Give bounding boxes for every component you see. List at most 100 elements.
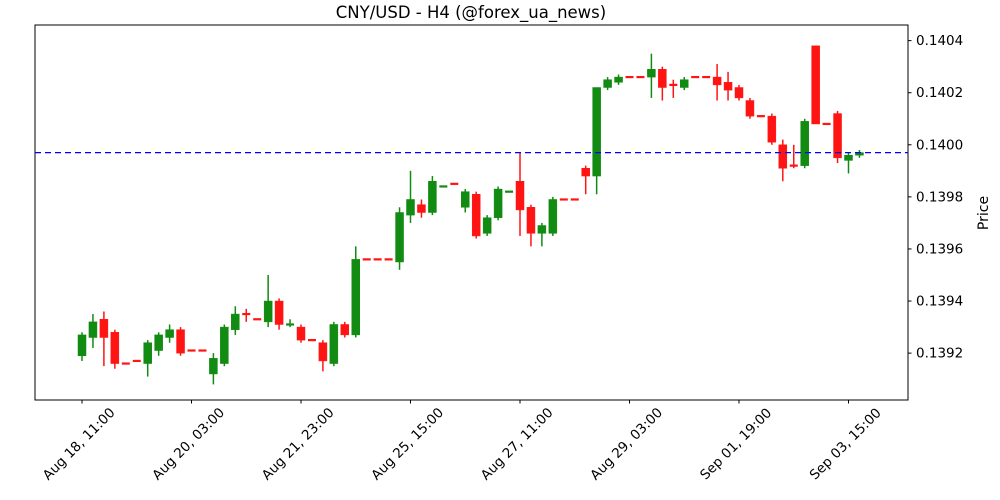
candle-body	[209, 358, 218, 375]
candle-down	[712, 64, 722, 101]
candle-up	[855, 150, 864, 158]
candle-up	[482, 215, 492, 236]
candle-body	[833, 113, 842, 159]
candle-down	[526, 204, 536, 247]
candle-up	[263, 275, 273, 328]
candle-up	[800, 118, 809, 169]
candle-down	[471, 191, 481, 239]
candle-up	[143, 340, 152, 377]
candle-body	[351, 259, 360, 336]
x-tick-label: Sep 03, 15:00	[807, 405, 885, 483]
candle-body	[811, 45, 820, 125]
y-axis-label: Price	[976, 196, 992, 230]
candle-body	[143, 342, 152, 364]
candle-body	[493, 188, 503, 218]
candle-body	[592, 87, 601, 177]
x-tick-label: Aug 20, 03:00	[149, 405, 228, 484]
candle-up	[603, 77, 612, 91]
candle-body	[395, 212, 404, 263]
candle-up	[220, 324, 229, 367]
candle-down	[581, 165, 590, 195]
y-tick-label: 0.1396	[916, 241, 963, 257]
candle-up	[395, 207, 404, 270]
candle-body	[428, 181, 437, 213]
candle-body	[176, 329, 185, 354]
candle-body	[318, 342, 328, 362]
candle-body	[548, 199, 558, 234]
y-tick-label: 0.1392	[916, 346, 963, 362]
candle-body	[340, 324, 350, 336]
candle-body	[658, 69, 667, 88]
plot-area-border	[34, 24, 909, 401]
candle-body	[154, 334, 163, 351]
candle-body	[800, 121, 809, 166]
candle-up	[680, 77, 689, 91]
candle-body	[417, 204, 426, 213]
candle-down	[274, 298, 284, 330]
candle-body	[537, 225, 547, 234]
candle-body	[778, 144, 788, 169]
candle-body	[88, 321, 98, 338]
candle-body	[110, 332, 120, 364]
candle-down	[767, 113, 777, 145]
candles-group	[77, 45, 864, 385]
candle-body	[329, 324, 339, 364]
candle-down	[417, 199, 426, 218]
y-tick-label: 0.1394	[916, 294, 963, 310]
candle-down	[99, 311, 109, 367]
candle-down	[318, 340, 328, 372]
candle-body	[680, 79, 689, 88]
candle-body	[77, 334, 87, 356]
candle-up	[231, 306, 240, 335]
candle-up	[88, 314, 98, 348]
candle-up	[537, 222, 547, 247]
candle-up	[165, 324, 174, 343]
candle-body	[603, 79, 612, 88]
candle-down	[789, 144, 798, 169]
x-axis: Aug 18, 11:00 Aug 20, 03:00 Aug 21, 23:00 A…	[40, 400, 885, 484]
candle-up	[209, 353, 218, 385]
candle-up	[154, 332, 163, 356]
y-tick-label: 0.1400	[916, 137, 963, 153]
candle-body	[526, 207, 536, 234]
candle-down	[811, 45, 820, 125]
candle-body	[263, 300, 273, 323]
candle-up	[406, 170, 415, 223]
x-tick-label: Aug 27, 11:00	[478, 405, 557, 484]
candle-down	[176, 327, 185, 356]
candle-down	[745, 97, 755, 119]
candle-body	[745, 100, 755, 117]
candle-body	[220, 326, 229, 364]
x-tick-label: Aug 18, 11:00	[40, 405, 119, 484]
x-tick-label: Aug 21, 23:00	[259, 405, 338, 484]
candle-body	[734, 87, 744, 99]
candle-body	[844, 154, 853, 161]
candle-up	[461, 189, 470, 213]
candle-up	[592, 87, 601, 195]
candle-body	[99, 319, 109, 338]
candle-down	[778, 139, 788, 182]
candle-down	[340, 321, 350, 338]
candle-body	[515, 181, 525, 211]
candle-body	[581, 167, 590, 177]
candle-up	[647, 53, 656, 98]
candle-up	[286, 319, 295, 328]
y-axis: 0.1392 0.1394 0.1396 0.1398 0.1400 0.1402 0.14…	[908, 33, 963, 362]
candle-body	[767, 115, 777, 143]
candle-body	[647, 69, 656, 78]
candle-down	[669, 79, 678, 98]
candle-body	[406, 199, 415, 216]
candle-up	[77, 332, 87, 361]
candle-up	[614, 74, 623, 85]
candle-down	[296, 324, 306, 343]
candle-up	[428, 176, 437, 216]
y-tick-label: 0.1398	[916, 189, 963, 205]
y-tick-label: 0.1404	[916, 33, 963, 49]
x-tick-label: Aug 25, 15:00	[368, 405, 447, 484]
candle-down	[242, 308, 251, 322]
candle-up	[493, 186, 503, 221]
candle-down	[734, 84, 744, 101]
candle-body	[296, 326, 306, 341]
